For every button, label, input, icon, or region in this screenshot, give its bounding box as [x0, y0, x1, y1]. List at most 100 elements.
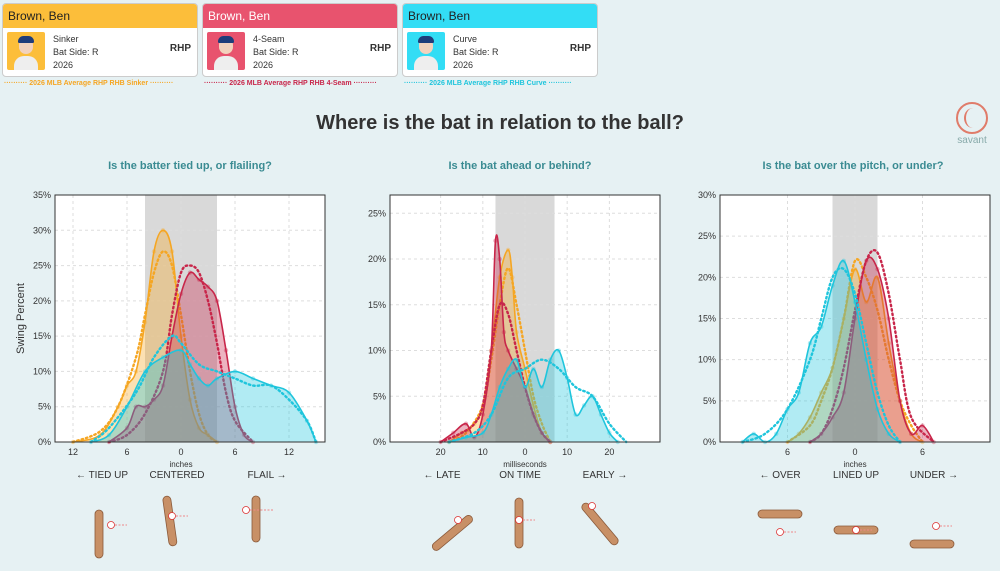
dir-flail: FLAIL → — [247, 470, 287, 481]
avg-line-4-seam — [808, 249, 935, 444]
y-tick-label-5: 25% — [33, 261, 51, 271]
data-point — [864, 299, 869, 305]
dir-over: ← OVER — [759, 470, 801, 481]
data-point — [548, 357, 553, 362]
data-point — [223, 348, 229, 353]
series-area-4-seam — [440, 235, 551, 442]
bat-lined-up-icon — [833, 525, 879, 535]
data-point — [886, 341, 891, 346]
data-point — [286, 390, 292, 395]
data-point — [463, 421, 469, 426]
data-point — [875, 406, 880, 412]
avg-line-curve — [447, 358, 628, 444]
plot-border — [54, 194, 326, 443]
series-line-curve — [90, 349, 317, 443]
data-point — [514, 357, 519, 362]
y-tick-label-4: 20% — [33, 296, 51, 306]
data-point — [493, 238, 498, 243]
data-point — [522, 384, 528, 390]
baseball-icon — [956, 102, 988, 134]
x-axis-label: inches — [169, 460, 192, 469]
bat-side: Bat Side: R — [453, 47, 499, 57]
data-point — [124, 425, 130, 431]
pitch-type: Curve — [453, 34, 478, 44]
avg-line-curve — [741, 266, 902, 444]
data-point — [864, 258, 869, 264]
data-point — [196, 277, 202, 282]
y-tick-label-3: 15% — [368, 300, 386, 310]
x-tick-label-2: 0 — [522, 447, 527, 457]
data-point — [205, 383, 211, 388]
data-point — [196, 376, 202, 381]
pitch-card-curve[interactable]: Brown, Ben Curve Bat Side: R 2026 RHP — [402, 3, 598, 77]
bat-over-icon — [757, 509, 803, 536]
data-point — [864, 357, 869, 362]
y-tick-label-7: 35% — [33, 190, 51, 200]
series-area-4-seam — [109, 272, 253, 442]
avg-line-curve — [89, 334, 318, 444]
data-point — [796, 390, 801, 395]
data-point — [480, 412, 486, 417]
data-point — [875, 266, 880, 272]
chart-bat-timing: 0% 5% 10% 15% 20% 25% 20 10 0 10 20 milliseconds — [368, 194, 661, 469]
data-point — [807, 341, 813, 346]
data-point — [480, 430, 486, 436]
x-tick-label-4: 12 — [284, 447, 294, 457]
data-point — [852, 266, 858, 272]
bat-tied-up-icon — [94, 509, 127, 559]
data-point — [807, 415, 813, 420]
data-point — [751, 431, 756, 436]
data-point — [841, 390, 846, 395]
savant-logo-text: savant — [957, 135, 987, 146]
chart-3-subtitle: Is the bat over the pitch, or under? — [762, 160, 944, 172]
y-tick-label-0: 0% — [38, 437, 51, 447]
data-point — [124, 383, 130, 388]
data-point — [133, 404, 139, 409]
data-point — [581, 403, 587, 408]
pitcher-hand: RHP — [369, 43, 391, 54]
data-point — [819, 324, 824, 329]
dir-early: EARLY → — [582, 470, 628, 481]
data-point — [187, 270, 193, 275]
y-tick-label-4: 20% — [368, 254, 386, 264]
series-line-4-seam — [809, 256, 935, 443]
pitch-card-sinker[interactable]: Brown, Ben Sinker Bat Side: R 2026 RHP — [2, 3, 198, 77]
legend-avg-sinker: ·········· 2026 MLB Average RHP RHB Sink… — [4, 80, 174, 87]
x-tick-label-1: 10 — [478, 447, 488, 457]
legend-avg-4-seam: ·········· 2026 MLB Average RHP RHB 4-Se… — [204, 80, 377, 87]
y-tick-label-5: 25% — [368, 208, 386, 218]
avg-line-sinker — [447, 266, 552, 444]
plot-border — [719, 194, 991, 443]
data-point — [886, 431, 891, 436]
y-tick-label-1: 5% — [373, 391, 386, 401]
pitcher-hand: RHP — [569, 43, 591, 54]
legend-avg-curve: ·········· 2026 MLB Average RHP RHB Curv… — [404, 80, 572, 87]
data-point — [796, 431, 801, 436]
pitch-card-4-seam[interactable]: Brown, Ben 4-Seam Bat Side: R 2026 RHP — [202, 3, 398, 77]
savant-logo[interactable]: savant — [954, 102, 990, 146]
bat-on-time-icon — [514, 497, 535, 549]
x-tick-label-2: 0 — [178, 447, 183, 457]
data-point — [830, 415, 835, 420]
data-point — [169, 249, 175, 254]
player-photo — [407, 32, 445, 70]
data-point — [920, 423, 925, 428]
data-point — [187, 397, 193, 402]
plot-border — [389, 194, 661, 443]
dir-lined-up: LINED UP — [832, 470, 880, 481]
data-point — [819, 431, 824, 436]
dir-on-time: ON TIME — [499, 470, 541, 481]
y-tick-label-1: 5% — [38, 402, 51, 412]
pitch-type: Sinker — [53, 34, 79, 44]
avg-line-4-seam — [439, 301, 552, 444]
chart-bat-position-vertical: 0% 5% 10% 15% 20% 25% 30% 6 0 6 inches — [698, 190, 991, 469]
data-point — [531, 412, 536, 417]
data-point — [268, 383, 274, 388]
chart-2-subtitle: Is the bat ahead or behind? — [448, 160, 592, 172]
bat-early-icon — [581, 502, 619, 546]
chart-bat-position-horizontal: 0% 5% 10% 15% 20% 25% 30% 35% 12 6 0 6 12 inches Swing… — [15, 190, 326, 469]
data-point — [106, 432, 112, 438]
data-point — [151, 249, 157, 254]
data-point — [115, 404, 121, 409]
player-photo — [207, 32, 245, 70]
